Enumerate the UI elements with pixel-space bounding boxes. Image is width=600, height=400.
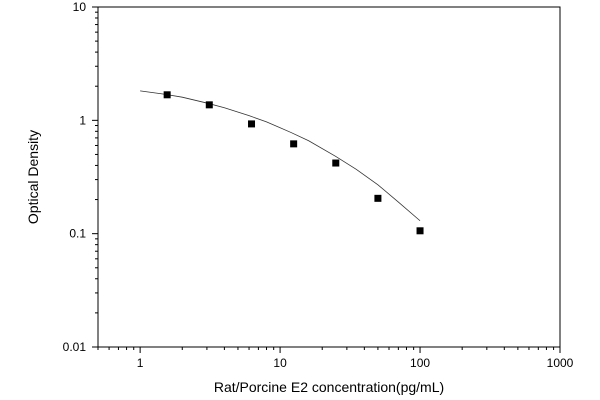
y-tick-label: 1: [79, 113, 86, 127]
curve-layer: [140, 90, 421, 222]
y-tick-label: 0.1: [69, 227, 86, 241]
y-tick-label: 0.01: [63, 340, 87, 354]
data-point: [374, 194, 382, 202]
data-point: [163, 91, 171, 99]
plot-frame: [97, 6, 561, 348]
x-tick-label: 1000: [547, 356, 574, 370]
tick-labels-layer: 1 10 100 1000 0.01 0.1 1 10: [63, 0, 574, 370]
points-layer: [163, 91, 424, 235]
x-tick-label: 100: [410, 356, 430, 370]
data-point: [290, 140, 298, 148]
x-axis-label: Rat/Porcine E2 concentration(pg/mL): [214, 379, 444, 395]
data-point: [416, 227, 424, 235]
data-point: [205, 101, 213, 109]
y-tick-label: 10: [73, 0, 87, 14]
y-axis-label: Optical Density: [25, 130, 41, 224]
data-point: [248, 120, 256, 128]
data-point: [332, 159, 340, 167]
fit-curve: [140, 90, 421, 222]
ticks-layer: [92, 6, 561, 353]
x-tick-label: 10: [273, 356, 287, 370]
x-tick-label: 1: [137, 356, 144, 370]
